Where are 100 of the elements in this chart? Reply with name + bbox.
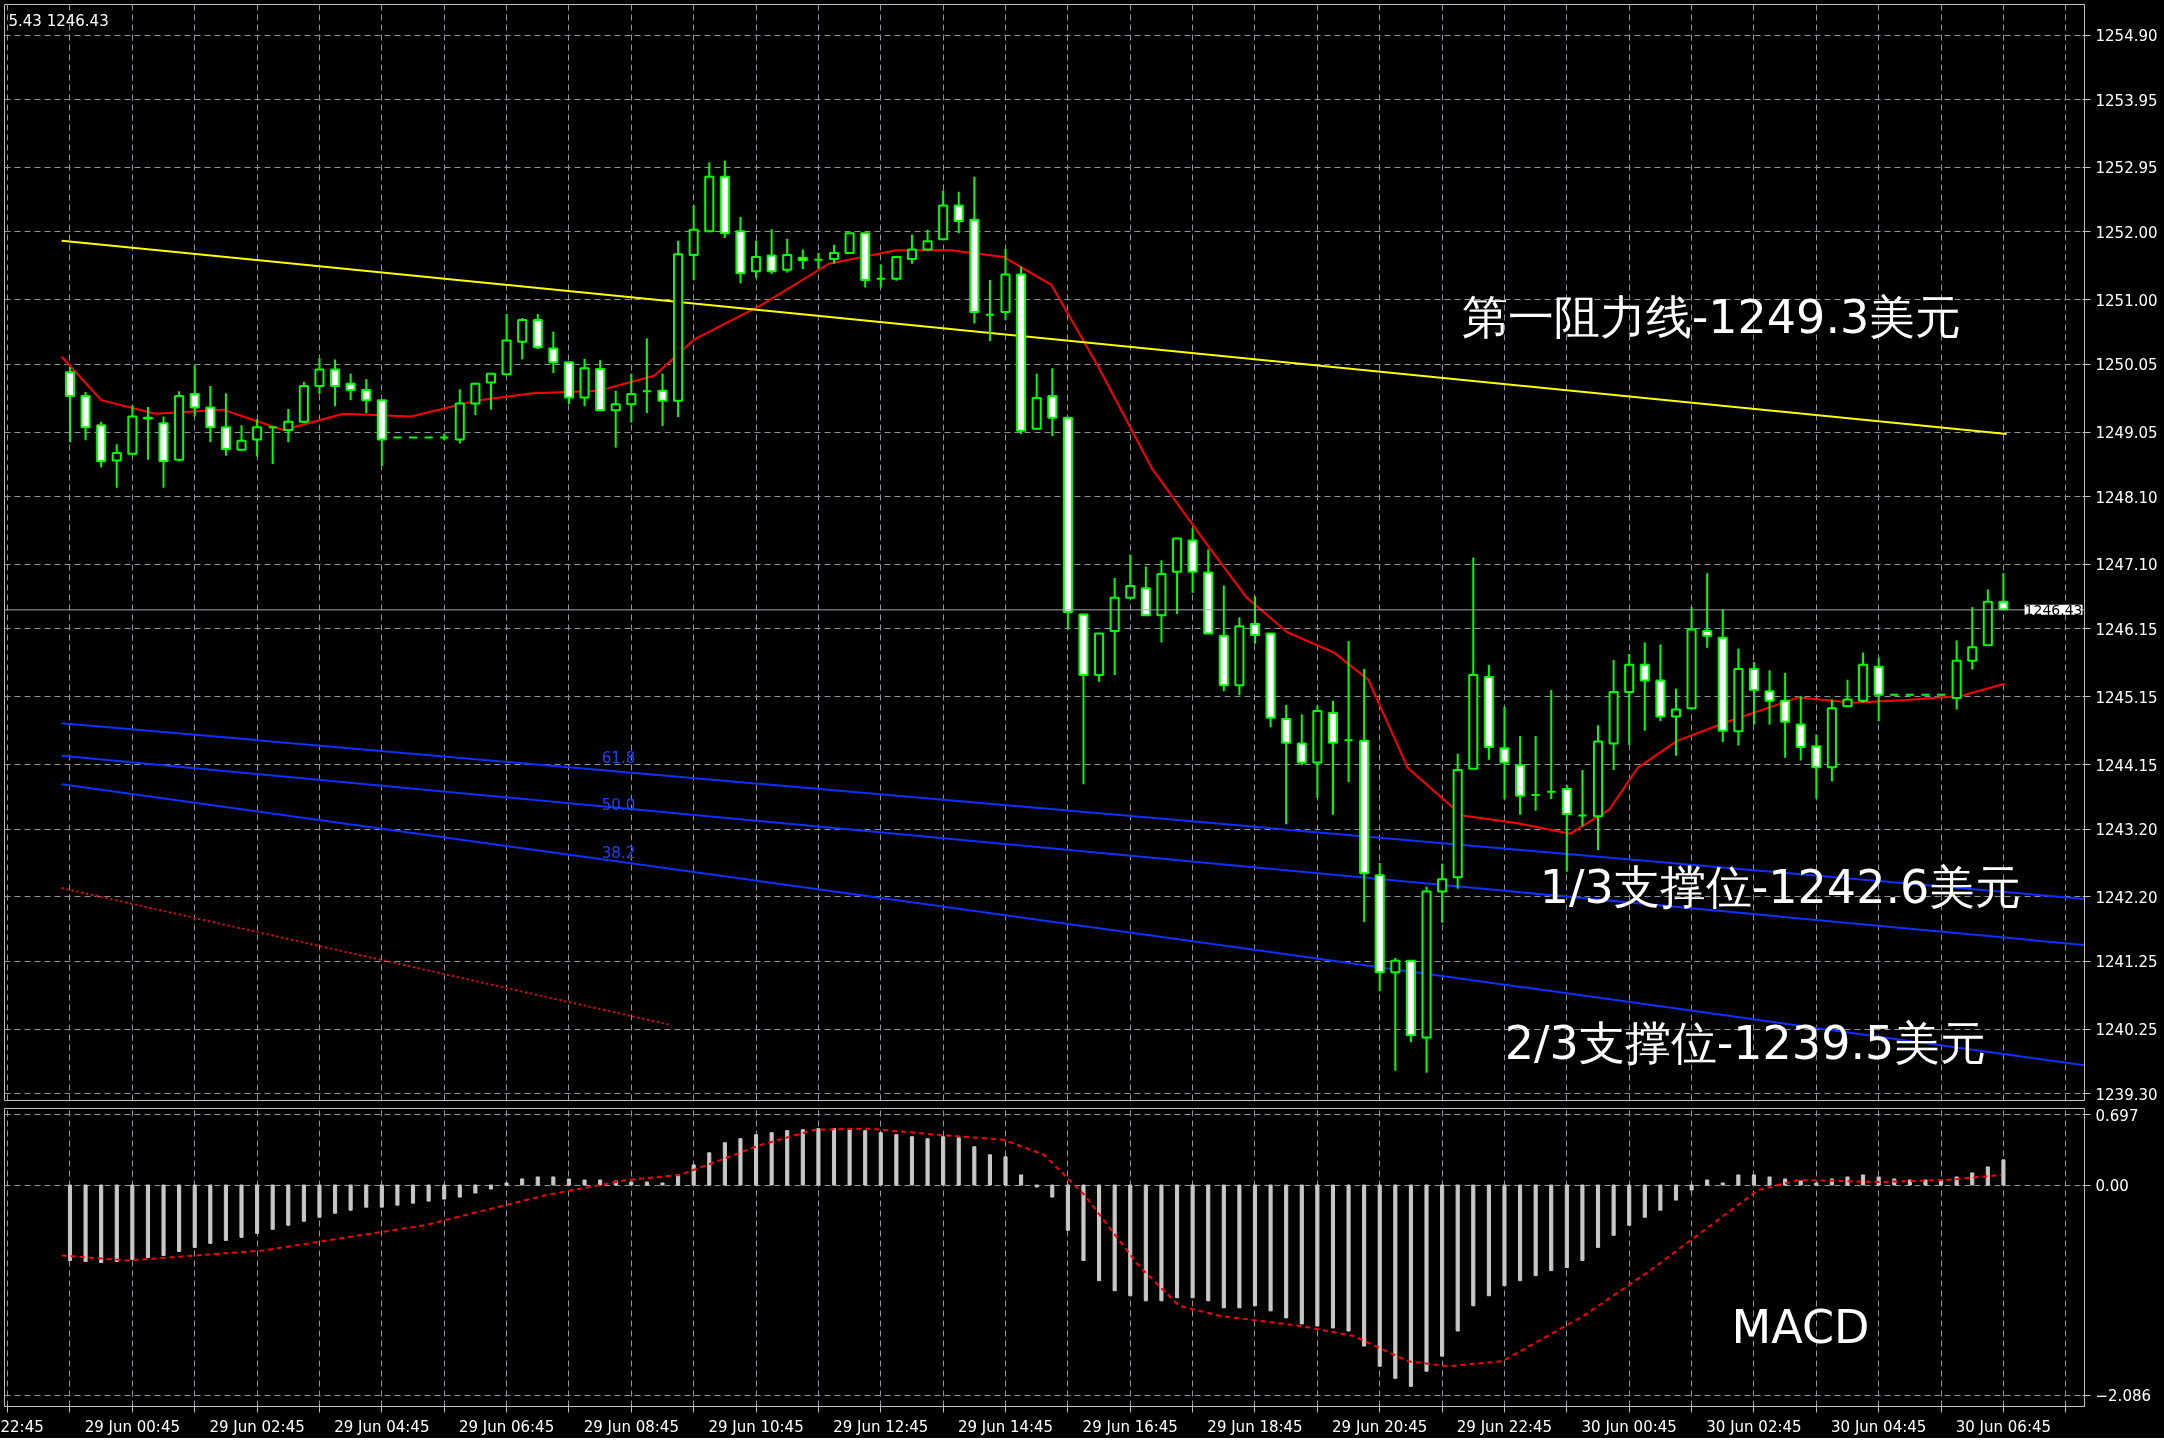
bar	[691, 1164, 696, 1186]
bar	[1330, 1184, 1336, 1329]
bar	[1346, 1184, 1351, 1332]
candlestick	[891, 255, 902, 282]
x-tick-label: 29 Jun 06:45	[458, 1417, 555, 1436]
candlestick	[610, 389, 621, 449]
y-tick-label: 1245.15	[2095, 688, 2158, 707]
x-tick-label: 22:45	[0, 1417, 44, 1436]
candlestick	[470, 381, 481, 417]
bar	[535, 1176, 540, 1186]
candlestick	[657, 372, 668, 427]
bar	[1019, 1174, 1024, 1186]
bar	[1050, 1184, 1055, 1198]
x-tick-label: 29 Jun 22:45	[1456, 1417, 1553, 1436]
bar	[161, 1184, 166, 1256]
candlestick	[797, 248, 808, 271]
bar	[1658, 1184, 1663, 1211]
bar	[1408, 1184, 1413, 1387]
bar	[1362, 1184, 1367, 1347]
annotation: 38.2	[601, 843, 636, 862]
candlestick	[1125, 553, 1136, 599]
bar	[1315, 1184, 1320, 1327]
bar	[1143, 1184, 1148, 1302]
candlestick	[64, 366, 76, 444]
y-tick-label: 0.697	[2095, 1106, 2139, 1125]
annotation: 5.43 1246.43	[8, 11, 109, 30]
candlestick	[1390, 956, 1401, 1072]
bar	[1923, 1179, 1928, 1186]
candlestick	[1437, 862, 1448, 924]
bar	[504, 1182, 509, 1186]
bar	[1720, 1182, 1725, 1186]
bar	[473, 1184, 478, 1194]
bar	[1252, 1184, 1258, 1307]
annotation: 第一阻力线-1249.3美元	[1461, 289, 1962, 344]
bar	[239, 1184, 244, 1238]
bar	[457, 1184, 462, 1198]
candlestick	[1249, 595, 1261, 645]
bar	[1128, 1184, 1133, 1297]
candlestick	[283, 407, 294, 444]
bar	[644, 1181, 649, 1186]
candlestick	[828, 243, 840, 265]
bar	[753, 1134, 759, 1186]
bar	[707, 1152, 712, 1186]
x-tick-label: 29 Jun 14:45	[957, 1417, 1054, 1436]
bar	[130, 1184, 135, 1261]
x-tick-label: 29 Jun 20:45	[1332, 1417, 1428, 1436]
bar	[1845, 1176, 1850, 1186]
bar	[972, 1146, 977, 1186]
bar	[1502, 1184, 1507, 1287]
bar	[1705, 1179, 1710, 1186]
x-tick-label: 30 Jun 02:45	[1706, 1417, 1802, 1436]
x-tick-label: 29 Jun 10:45	[708, 1417, 804, 1436]
bar	[1377, 1184, 1382, 1367]
candlestick	[189, 364, 200, 418]
bar	[1424, 1184, 1429, 1372]
bar	[660, 1182, 665, 1186]
bar	[1861, 1174, 1866, 1186]
bar	[894, 1134, 899, 1186]
candlestick	[111, 443, 122, 489]
candlestick	[1296, 713, 1307, 767]
bar	[956, 1137, 961, 1186]
y-tick-label: 1242.20	[2095, 888, 2158, 907]
x-tick-label: 29 Jun 04:45	[334, 1417, 430, 1436]
bar	[114, 1184, 119, 1263]
x-tick-label: 29 Jun 18:45	[1207, 1417, 1303, 1436]
bar	[488, 1184, 494, 1190]
candlestick	[548, 330, 559, 374]
bar	[1486, 1184, 1491, 1297]
x-tick-label: 30 Jun 00:45	[1581, 1417, 1677, 1436]
y-tick-label: 1250.05	[2095, 356, 2158, 375]
bar	[1642, 1184, 1647, 1218]
y-tick-label: 1253.95	[2095, 91, 2158, 110]
candlestick	[1702, 572, 1713, 649]
bar	[800, 1129, 805, 1186]
candlestick	[1748, 661, 1759, 726]
bar	[208, 1184, 213, 1244]
candlestick	[1764, 669, 1775, 726]
bar	[2001, 1159, 2006, 1186]
candlestick	[1811, 733, 1822, 800]
candlestick	[1780, 671, 1791, 759]
bar	[847, 1129, 852, 1186]
x-tick-label: 29 Jun 12:45	[833, 1417, 929, 1436]
bar	[223, 1184, 228, 1241]
bar	[83, 1184, 88, 1263]
bar	[67, 1184, 73, 1262]
bar	[987, 1154, 992, 1186]
candlestick	[330, 358, 341, 408]
bar	[364, 1184, 369, 1208]
bar	[1221, 1184, 1226, 1309]
bar	[1174, 1184, 1180, 1299]
bar	[629, 1181, 634, 1186]
bar	[1767, 1176, 1772, 1186]
candlestick	[1639, 641, 1650, 732]
bar	[1736, 1174, 1741, 1186]
bar	[722, 1142, 727, 1186]
bar	[379, 1184, 384, 1208]
bar	[738, 1138, 743, 1186]
bar	[333, 1184, 338, 1214]
y-tick-label: 1241.25	[2095, 953, 2158, 972]
bar	[566, 1178, 571, 1186]
